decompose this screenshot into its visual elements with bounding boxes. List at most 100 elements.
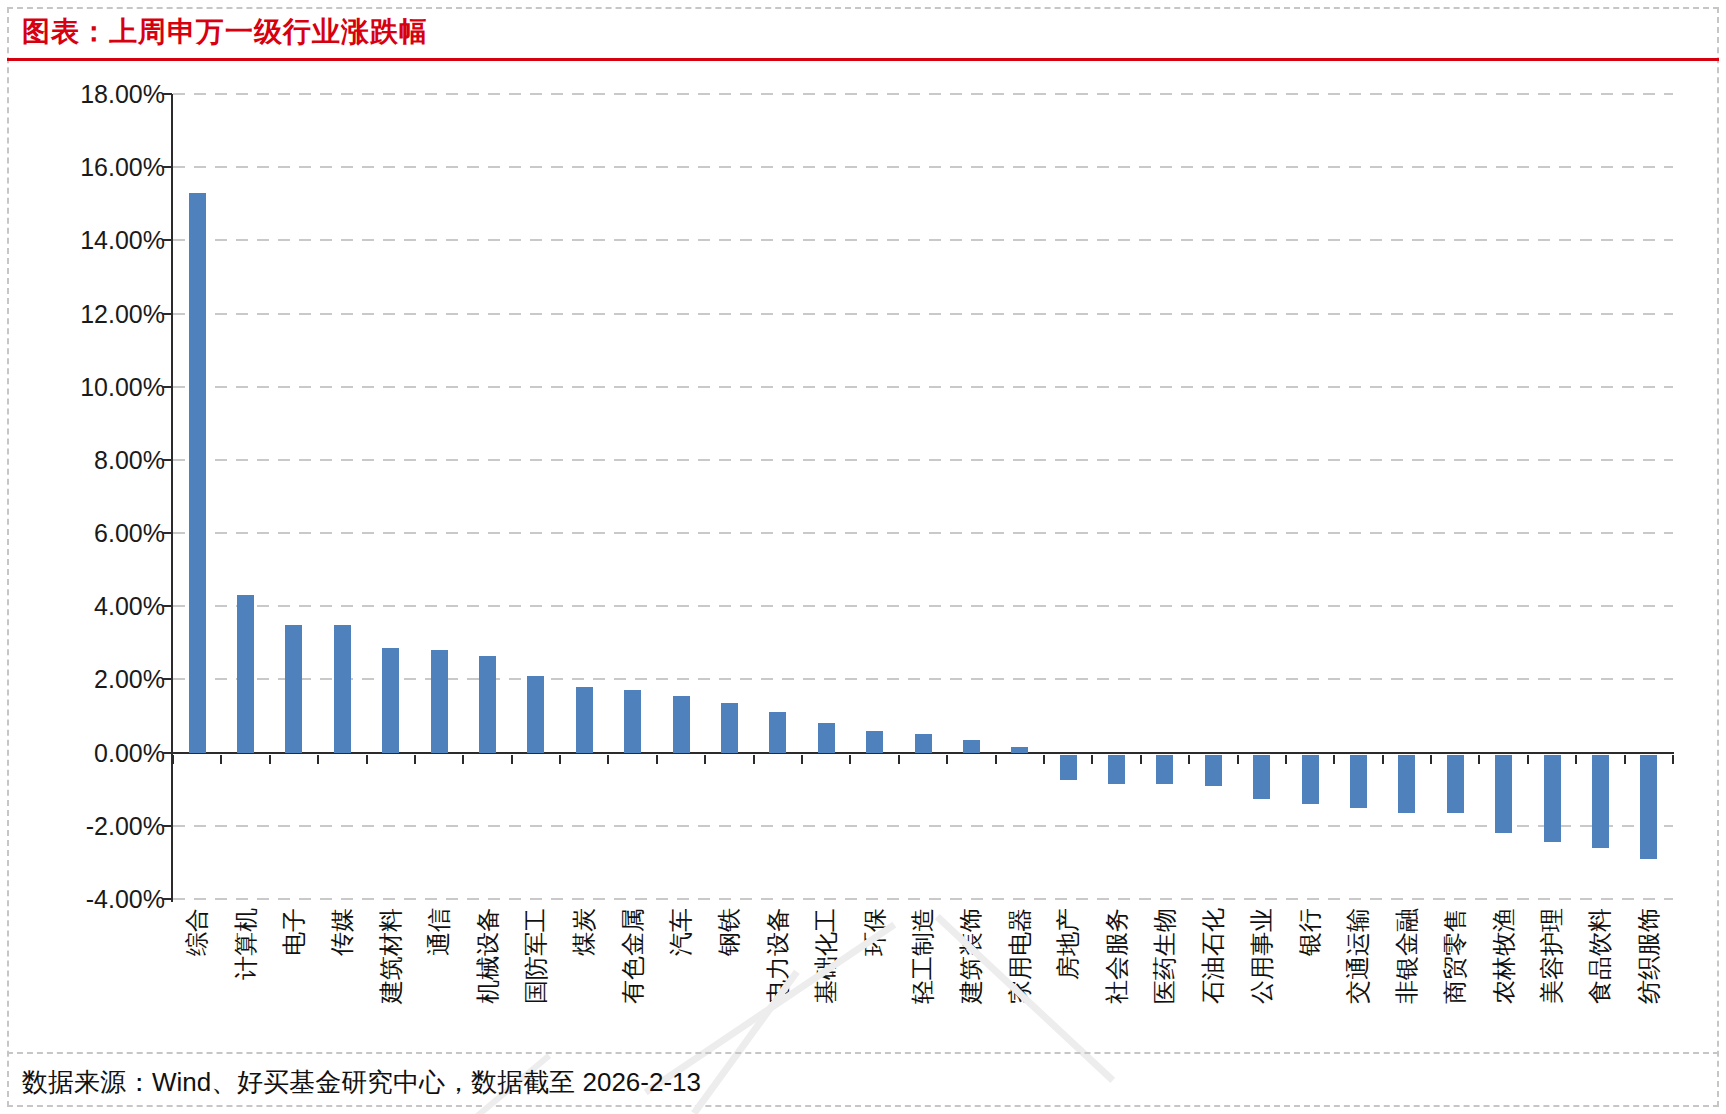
x-axis-label: 建筑材料 <box>378 908 404 1004</box>
bar <box>1544 755 1561 843</box>
gridline <box>173 459 1673 461</box>
x-tick-mark <box>753 755 755 764</box>
y-tick-mark <box>163 678 172 680</box>
bar <box>576 687 593 753</box>
bar <box>866 731 883 753</box>
y-tick-mark <box>163 825 172 827</box>
bar <box>382 648 399 752</box>
y-tick-mark <box>163 239 172 241</box>
y-tick-mark <box>163 898 172 900</box>
gridline <box>173 605 1673 607</box>
bar <box>721 703 738 752</box>
x-axis-label: 食品饮料 <box>1587 908 1613 1004</box>
x-tick-mark <box>801 755 803 764</box>
x-axis-label: 基础化工 <box>813 908 839 1004</box>
x-tick-mark <box>220 755 222 764</box>
bar <box>1447 755 1464 814</box>
bar <box>237 595 254 752</box>
y-tick-mark <box>163 459 172 461</box>
y-tick-label: 14.00% <box>10 226 165 254</box>
bar <box>1350 755 1367 808</box>
bar <box>479 656 496 753</box>
bar <box>818 723 835 752</box>
bar <box>431 650 448 752</box>
y-tick-mark <box>163 313 172 315</box>
x-tick-mark <box>1188 755 1190 764</box>
x-axis-label: 医药生物 <box>1152 908 1178 1004</box>
x-tick-mark <box>1527 755 1529 764</box>
x-tick-mark <box>366 755 368 764</box>
x-axis-label: 公用事业 <box>1249 908 1275 1004</box>
y-tick-mark <box>163 93 172 95</box>
x-axis-label: 房地产 <box>1055 908 1081 980</box>
bar <box>1253 755 1270 799</box>
x-tick-mark <box>1333 755 1335 764</box>
gridline <box>173 93 1673 95</box>
gridline <box>173 898 1673 900</box>
x-tick-mark <box>414 755 416 764</box>
bar <box>915 734 932 752</box>
bar <box>1495 755 1512 834</box>
bar <box>1302 755 1319 804</box>
bar <box>1205 755 1222 786</box>
x-axis-label: 商贸零售 <box>1442 908 1468 1004</box>
x-tick-mark <box>898 755 900 764</box>
x-tick-mark <box>656 755 658 764</box>
x-axis-label: 综合 <box>184 908 210 956</box>
x-axis-label: 电子 <box>281 908 307 956</box>
y-tick-mark <box>163 605 172 607</box>
bar <box>963 740 980 753</box>
x-tick-mark <box>849 755 851 764</box>
x-tick-mark <box>172 755 174 764</box>
x-axis-label: 汽车 <box>668 908 694 956</box>
x-tick-mark <box>1575 755 1577 764</box>
bar <box>1156 755 1173 784</box>
y-tick-mark <box>163 386 172 388</box>
x-tick-mark <box>462 755 464 764</box>
x-tick-mark <box>1672 755 1674 764</box>
x-axis-label: 纺织服饰 <box>1636 908 1662 1004</box>
y-tick-label: -2.00% <box>10 812 165 840</box>
x-axis-label: 钢铁 <box>716 908 742 956</box>
x-tick-mark <box>1237 755 1239 764</box>
x-tick-mark <box>1478 755 1480 764</box>
x-tick-mark <box>1382 755 1384 764</box>
x-tick-mark <box>1091 755 1093 764</box>
x-tick-mark <box>1043 755 1045 764</box>
x-tick-mark <box>704 755 706 764</box>
x-tick-mark <box>511 755 513 764</box>
x-tick-mark <box>559 755 561 764</box>
x-axis-label: 机械设备 <box>475 908 501 1004</box>
x-axis-label: 石油石化 <box>1200 908 1226 1004</box>
bar <box>334 625 351 753</box>
x-tick-mark <box>946 755 948 764</box>
bar <box>673 696 690 753</box>
bar <box>1640 755 1657 859</box>
y-tick-label: 18.00% <box>10 80 165 108</box>
gridline <box>173 825 1673 827</box>
bar <box>1592 755 1609 848</box>
x-tick-mark <box>995 755 997 764</box>
y-tick-mark <box>163 532 172 534</box>
gridline <box>173 532 1673 534</box>
bar-chart: 18.00%16.00%14.00%12.00%10.00%8.00%6.00%… <box>0 0 1726 1050</box>
x-tick-mark <box>1624 755 1626 764</box>
gridline <box>173 386 1673 388</box>
y-tick-label: -4.00% <box>10 885 165 913</box>
x-axis-label: 非银金融 <box>1394 908 1420 1004</box>
x-axis-label: 有色金属 <box>620 908 646 1004</box>
y-tick-label: 8.00% <box>10 446 165 474</box>
x-axis-label: 传媒 <box>329 908 355 956</box>
x-axis-label: 煤炭 <box>571 908 597 956</box>
x-tick-mark <box>1140 755 1142 764</box>
x-axis-label: 轻工制造 <box>910 908 936 1004</box>
y-tick-label: 0.00% <box>10 739 165 767</box>
x-axis-label: 社会服务 <box>1104 908 1130 1004</box>
y-tick-label: 6.00% <box>10 519 165 547</box>
bar <box>1398 755 1415 814</box>
x-tick-mark <box>607 755 609 764</box>
y-tick-mark <box>163 752 172 754</box>
y-axis-line <box>171 94 173 902</box>
bar <box>1060 755 1077 781</box>
bar <box>527 676 544 753</box>
